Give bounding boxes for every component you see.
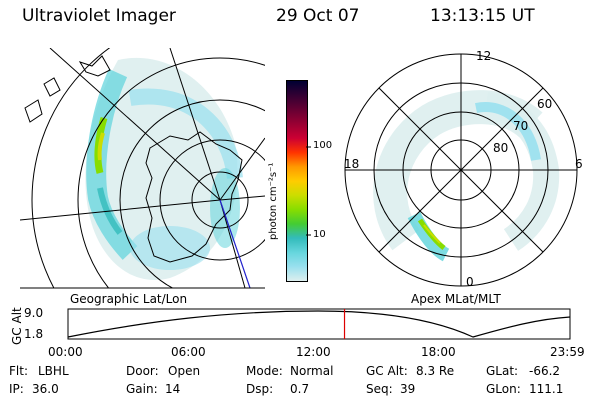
status-value-door: Open — [168, 364, 201, 378]
altitude-tick-9: 9.0 — [24, 306, 44, 320]
status-key-gain: Gain: — [126, 382, 158, 396]
time-tick-2359: 23:59 — [550, 345, 585, 359]
altitude-tick-1-8: 1.8 — [24, 327, 44, 341]
mlat-label-80: 80 — [493, 141, 509, 155]
colorbar-unit-label: photon cm⁻²s⁻¹ — [268, 162, 279, 240]
altitude-curve — [67, 310, 571, 338]
status-value-gc-alt: 8.3 Re — [416, 364, 455, 378]
mlt-label-0: 0 — [466, 275, 474, 289]
geographic-map-panel — [20, 48, 265, 289]
status-key-glon: GLon: — [486, 382, 521, 396]
observation-time: 13:13:15 UT — [430, 6, 535, 26]
status-key-ip: IP: — [9, 382, 24, 396]
aurora-emission — [85, 57, 243, 280]
status-key-filter: Flt: — [9, 364, 28, 378]
time-tick-1800: 18:00 — [421, 345, 456, 359]
status-key-seq: Seq: — [366, 382, 393, 396]
status-value-filter: LBHL — [38, 364, 69, 378]
status-value-seq: 39 — [400, 382, 416, 396]
mlat-mlt-polar-plot — [344, 53, 578, 287]
geographic-panel-label: Geographic Lat/Lon — [70, 292, 188, 306]
mlt-label-18: 18 — [344, 157, 360, 171]
status-key-glat: GLat: — [486, 364, 519, 378]
coastline-small — [24, 55, 111, 123]
instrument-title: Ultraviolet Imager — [22, 6, 176, 26]
polar-panel-label: Apex MLat/MLT — [411, 292, 501, 306]
colorbar-tick-100: 100 — [313, 140, 333, 151]
mlt-grid — [345, 54, 577, 286]
status-key-gc-alt: GC Alt: — [366, 364, 408, 378]
latitude-grid — [31, 48, 265, 288]
coastline — [145, 131, 243, 263]
mlat-label-70: 70 — [513, 119, 529, 133]
status-value-dsp: 0.7 — [290, 382, 310, 396]
subsatellite-meridian — [219, 199, 251, 288]
time-tick-0600: 06:00 — [171, 345, 206, 359]
status-value-glat: -66.2 — [529, 364, 561, 378]
status-key-door: Door: — [126, 364, 159, 378]
status-key-mode: Mode: — [246, 364, 283, 378]
longitude-grid — [20, 48, 265, 288]
time-tick-1200: 12:00 — [296, 345, 331, 359]
status-value-mode: Normal — [290, 364, 334, 378]
status-value-glon: 111.1 — [529, 382, 564, 396]
status-key-dsp: Dsp: — [246, 382, 274, 396]
altitude-axis-label: GC Alt — [10, 307, 24, 345]
mlt-label-6: 6 — [575, 157, 583, 171]
colorbar — [286, 80, 308, 282]
mlat-label-60: 60 — [537, 97, 553, 111]
altitude-strip — [67, 308, 571, 340]
status-value-ip: 36.0 — [32, 382, 59, 396]
status-value-gain: 14 — [165, 382, 181, 396]
colorbar-tick-10: 10 — [313, 229, 326, 240]
mlt-label-12: 12 — [476, 49, 492, 63]
colorbar-ticks — [306, 146, 311, 236]
time-tick-0000: 00:00 — [48, 345, 83, 359]
observation-date: 29 Oct 07 — [276, 6, 360, 26]
